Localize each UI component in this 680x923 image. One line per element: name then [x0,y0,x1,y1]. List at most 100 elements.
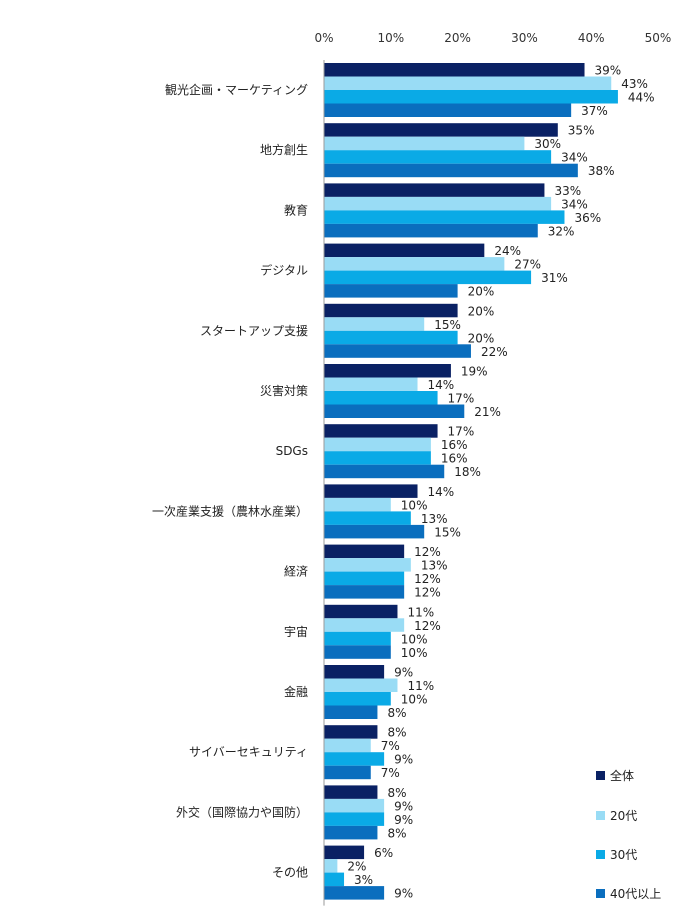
value-label: 36% [574,211,601,225]
bar [324,665,385,679]
bar [324,257,505,271]
category-label: 金融 [284,684,308,699]
value-label: 44% [628,91,655,105]
legend-item: 30代 [596,848,637,862]
category-label: 経済 [284,564,308,579]
bar [324,150,552,164]
value-label: 7% [381,739,400,753]
bar [324,163,578,178]
legend-item: 20代 [596,809,637,823]
bar [324,123,558,137]
value-label: 10% [401,693,428,707]
value-label: 38% [588,164,615,178]
bar [324,243,485,258]
bar [324,544,405,559]
bar [324,558,411,572]
value-label: 20% [468,285,495,299]
bar [324,284,458,298]
bar [324,270,532,285]
bar [324,571,405,586]
category-label: 一次産業支援（農林水産業） [152,503,308,518]
value-label: 12% [414,619,441,633]
bars [324,63,618,900]
value-label: 24% [494,244,521,258]
bar [324,377,418,391]
bar [324,344,471,358]
legend-swatch [596,850,605,859]
value-label: 9% [394,887,413,901]
bar [324,364,451,378]
value-label: 14% [428,485,455,499]
value-label: 11% [407,679,434,693]
value-label: 33% [554,184,581,198]
category-label: サイバーセキュリティ [189,745,308,759]
value-label: 15% [434,318,461,332]
bar [324,330,458,345]
bar [324,424,438,438]
bar [324,404,465,418]
value-label: 14% [428,378,455,392]
legend-label: 40代以上 [610,887,661,901]
bar [324,705,378,719]
value-label: 16% [441,452,468,466]
bar [324,451,431,465]
x-tick-label: 30% [511,31,538,45]
x-axis-ticks: 0% 10% 20% 30% 40% 50% [314,31,671,45]
bar [324,845,365,860]
bar [324,872,345,887]
bar [324,196,552,211]
bar [324,303,458,318]
legend-swatch [596,771,605,780]
bar [324,645,391,659]
value-label: 13% [421,512,448,526]
category-label: 宇宙 [284,624,308,639]
bar [324,63,585,77]
value-label: 10% [401,498,428,512]
value-label: 12% [414,572,441,586]
value-label: 32% [548,224,575,238]
category-label: 外交（国際協力や国防） [176,804,308,819]
bar [324,692,391,706]
bar [324,725,378,739]
value-label: 37% [581,104,608,118]
bar [324,618,405,632]
bar [324,752,385,766]
legend-swatch [596,889,605,898]
value-label: 35% [568,124,595,138]
value-label: 9% [394,666,413,680]
value-labels: 39%43%44%37%35%30%34%38%33%34%36%32%24%2… [347,64,654,901]
legend-item: 40代以上 [596,887,661,901]
value-label: 3% [354,873,373,887]
value-label: 12% [414,586,441,600]
bar [324,604,398,619]
x-tick-label: 20% [444,31,471,45]
value-label: 39% [595,64,622,78]
value-label: 9% [394,753,413,767]
value-label: 8% [387,826,406,840]
bar [324,585,405,599]
value-label: 27% [514,258,541,272]
legend-swatch [596,811,605,820]
value-label: 10% [401,632,428,646]
bar [324,497,391,512]
x-tick-label: 10% [377,31,404,45]
bar [324,785,378,799]
bar [324,391,438,405]
value-label: 20% [468,304,495,318]
legend-label: 20代 [610,809,637,823]
legend-label: 全体 [610,768,634,783]
value-label: 21% [474,405,501,419]
category-label: デジタル [260,263,308,278]
value-label: 34% [561,197,588,211]
value-label: 30% [534,137,561,151]
bar [324,812,385,826]
bar [324,678,398,692]
bar [324,210,565,224]
x-tick-label: 0% [314,31,333,45]
bar [324,859,338,873]
bar [324,765,371,780]
category-label: SDGs [276,444,308,458]
bar [324,437,431,452]
x-tick-label: 40% [578,31,605,45]
bar [324,825,378,840]
